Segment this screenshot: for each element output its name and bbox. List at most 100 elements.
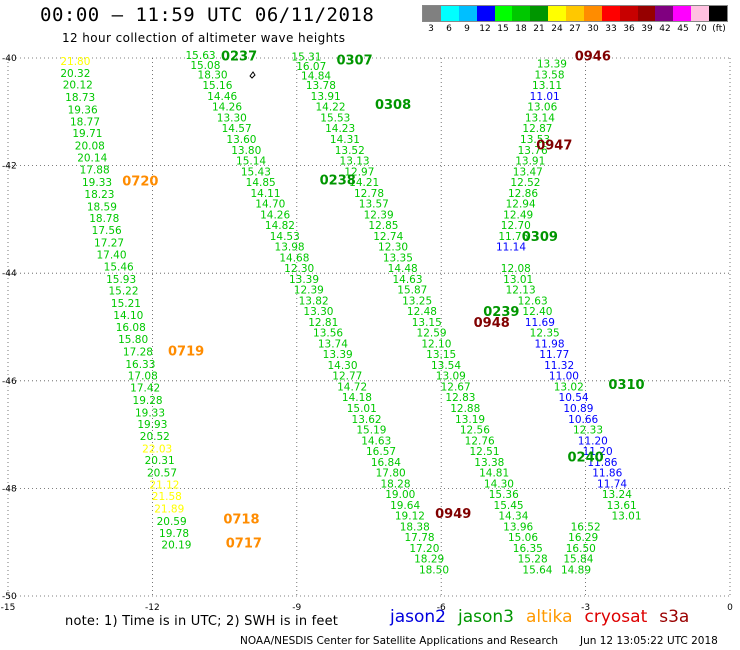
colorbar-swatch xyxy=(583,6,602,21)
legend-altika: altika xyxy=(526,607,573,627)
swh-observation: 19.71 xyxy=(72,128,102,140)
swh-observation: 20.57 xyxy=(147,468,177,480)
swh-observation: 14.34 xyxy=(498,511,528,523)
swh-observation: 13.61 xyxy=(607,500,637,512)
swh-observation: 14.89 xyxy=(561,564,591,576)
swh-observation: 19.33 xyxy=(135,407,165,419)
swh-observation: 13.82 xyxy=(299,295,329,307)
swh-observation: 15.46 xyxy=(104,262,134,274)
y-tick-label: -48 xyxy=(2,484,17,494)
y-tick-label: -46 xyxy=(2,377,17,387)
swh-observation: 16.08 xyxy=(116,322,146,334)
swh-observation: 13.39 xyxy=(289,274,319,286)
colorbar-label: 27 xyxy=(569,24,581,34)
pass-time-label: 0947 xyxy=(536,138,572,153)
colorbar-swatch xyxy=(548,6,566,21)
swh-observation: 18.73 xyxy=(65,92,95,104)
grid-lines xyxy=(7,57,731,597)
swh-observation: 12.76 xyxy=(465,435,495,447)
observation-labels: 21.8020.3220.1218.7319.3618.7719.7120.08… xyxy=(60,50,641,576)
swh-observation: 13.80 xyxy=(231,145,261,157)
swh-observation: 16.57 xyxy=(366,446,396,458)
swh-observation: 18.28 xyxy=(380,478,410,490)
swh-observation: 19.64 xyxy=(390,500,420,512)
swh-observation: 17.28 xyxy=(123,347,153,359)
swh-observation: 14.48 xyxy=(388,263,418,275)
swh-observation: 14.31 xyxy=(330,134,360,146)
swh-observation: 15.06 xyxy=(508,532,538,544)
swh-observation: 15.43 xyxy=(241,166,271,178)
swh-observation: 13.52 xyxy=(335,145,365,157)
swh-observation: 13.01 xyxy=(611,511,641,523)
swh-observation: 13.96 xyxy=(503,521,533,533)
swh-observation: 11.00 xyxy=(549,371,579,383)
colorbar-swatch xyxy=(691,6,709,21)
x-tick-label: -15 xyxy=(1,603,16,610)
swh-observation: 14.26 xyxy=(260,209,290,221)
swh-observation: 12.83 xyxy=(445,392,475,404)
wave-height-map: -15 -12 -9 -6 -3 0-40-42-44-46-48-50 21.8020.… xyxy=(1,50,733,610)
swh-observation: 13.58 xyxy=(534,69,564,81)
swh-observation: 19.28 xyxy=(133,395,163,407)
y-tick-label: -50 xyxy=(2,592,17,602)
swh-observation: 14.30 xyxy=(327,360,357,372)
pass-time-label: 0237 xyxy=(221,50,257,65)
swh-observation: 14.46 xyxy=(207,91,237,103)
swh-observation: 14.63 xyxy=(361,435,391,447)
x-tick-label: -9 xyxy=(292,603,301,610)
legend-jason3: jason3 xyxy=(458,607,514,627)
swh-observation: 17.42 xyxy=(130,383,160,395)
swh-observation: 17.78 xyxy=(405,532,435,544)
swh-observation: 17.27 xyxy=(94,237,124,249)
pass-time-label: 0719 xyxy=(168,345,204,360)
swh-observation: 15.84 xyxy=(563,554,593,566)
swh-observation: 17.08 xyxy=(128,371,158,383)
swh-observation: 13.15 xyxy=(426,349,456,361)
swh-observation: 13.19 xyxy=(455,414,485,426)
swh-observation: 13.13 xyxy=(340,156,370,168)
colorbar-label: 21 xyxy=(533,24,545,34)
swh-observation: 13.15 xyxy=(412,317,442,329)
swh-observation: 12.13 xyxy=(506,285,536,297)
swh-observation: 12.48 xyxy=(407,306,437,318)
swh-observation: 12.33 xyxy=(573,425,603,437)
swh-observation: 15.87 xyxy=(397,285,427,297)
swh-observation: 10.54 xyxy=(559,392,589,404)
swh-observation: 11.86 xyxy=(592,468,622,480)
colorbar-swatch xyxy=(655,6,674,21)
swh-observation: 13.62 xyxy=(352,414,382,426)
colorbar-label: 36 xyxy=(623,24,635,34)
swh-observation: 11.32 xyxy=(544,360,574,372)
swh-observation: 11.14 xyxy=(496,242,526,254)
swh-observation: 12.94 xyxy=(506,199,536,211)
swh-observation: 12.59 xyxy=(417,328,447,340)
swh-observation: 15.63 xyxy=(186,50,216,62)
swh-observation: 13.57 xyxy=(359,199,389,211)
swh-observation: 21.89 xyxy=(154,504,184,516)
swh-observation: 19.33 xyxy=(82,177,112,189)
y-tick-label: -40 xyxy=(2,54,17,64)
y-tick-label: -42 xyxy=(2,162,17,172)
swh-observation: 13.60 xyxy=(226,134,256,146)
swh-observation: 15.36 xyxy=(489,489,519,501)
swh-observation: 13.53 xyxy=(520,134,550,146)
swh-observation: 11.20 xyxy=(578,435,608,447)
x-tick-label: 0 xyxy=(727,603,733,610)
pass-time-label: 0717 xyxy=(226,537,262,552)
colorbar-swatch xyxy=(423,6,441,21)
swh-observation: 21.58 xyxy=(152,491,182,503)
swh-observation: 13.91 xyxy=(515,156,545,168)
chart-subtitle: 12 hour collection of altimeter wave hei… xyxy=(62,31,346,45)
swh-observation: 19.00 xyxy=(385,489,415,501)
pass-time-label: 0720 xyxy=(122,175,158,190)
swh-observation: 14.57 xyxy=(222,123,252,135)
x-tick-label: -3 xyxy=(581,603,590,610)
swh-observation: 12.39 xyxy=(364,209,394,221)
x-tick-label: -6 xyxy=(437,603,446,610)
swh-observation: 16.07 xyxy=(296,61,326,73)
colorbar-labels: 3 6 9 12 15 18 21 24 27 30 33 36 39 42 45 70 (ft) xyxy=(422,24,728,34)
swh-observation: 12.49 xyxy=(503,209,533,221)
swh-observation: 13.11 xyxy=(532,80,562,92)
colorbar-swatch xyxy=(440,6,459,21)
swh-observation: 20.59 xyxy=(157,516,187,528)
